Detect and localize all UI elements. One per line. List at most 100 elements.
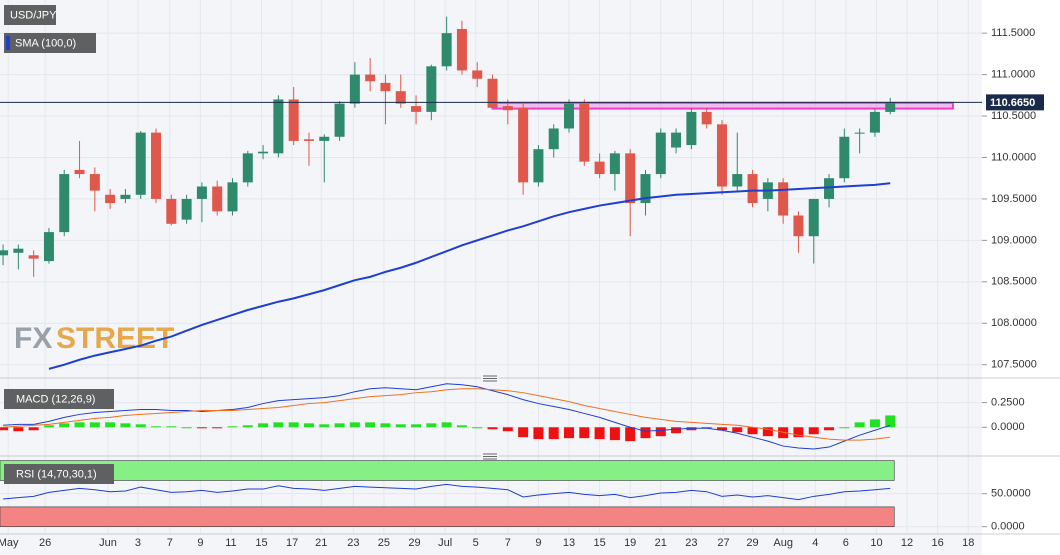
candle-body	[579, 103, 590, 162]
macd-bar	[625, 427, 636, 442]
x-tick-label: 17	[286, 537, 298, 549]
macd-bar	[43, 425, 54, 428]
macd-bar	[548, 427, 559, 440]
candle-body	[227, 182, 238, 212]
legend-box	[4, 33, 96, 53]
y-tick-label: 108.5000	[991, 276, 1037, 288]
sma-line	[48, 182, 891, 370]
macd-bar	[258, 423, 269, 428]
macd-bar	[227, 426, 238, 428]
macd-bar	[411, 424, 422, 428]
candle-body	[747, 174, 758, 204]
candle-body	[854, 132, 865, 134]
candle-body	[671, 132, 682, 148]
macd-bar	[74, 422, 85, 428]
candle-body	[212, 186, 223, 212]
x-tick-label: Jun	[99, 537, 117, 549]
macd-bar	[334, 423, 345, 428]
macd-bar	[732, 427, 743, 433]
macd-bar	[151, 426, 162, 428]
y-tick-label: 110.0000	[991, 151, 1036, 163]
y-tick-label: 109.5000	[991, 193, 1037, 205]
candle-body	[869, 111, 880, 133]
x-tick-label: 9	[197, 537, 203, 549]
candle-body	[105, 194, 116, 204]
candle-body	[303, 139, 314, 141]
macd-bar	[640, 427, 651, 439]
x-tick-label: 15	[593, 537, 605, 549]
macd-bar	[655, 427, 666, 437]
candle-body	[120, 194, 131, 199]
y-tick-label: 107.5000	[991, 359, 1037, 371]
candle-body	[380, 82, 391, 92]
x-tick-label: 29	[408, 537, 420, 549]
legend-box	[4, 389, 114, 409]
legend-label: RSI (14,70,30,1)	[16, 468, 97, 480]
candle-body	[518, 107, 529, 183]
macd-bar	[273, 422, 284, 428]
candle-body	[732, 174, 743, 187]
watermark: STREET	[56, 322, 174, 355]
x-tick-label: Jul	[438, 537, 452, 549]
macd-bar	[824, 427, 835, 431]
legend-swatch	[6, 36, 10, 50]
candle-body	[594, 161, 605, 175]
candle-body	[701, 111, 712, 125]
candle-body	[487, 78, 498, 108]
macd-bar	[0, 427, 9, 431]
candle-body	[0, 250, 9, 256]
macd-bar	[869, 419, 880, 428]
rsi-line	[3, 483, 891, 501]
legend-label: MACD (12,26,9)	[16, 393, 95, 405]
y-tick-label: 111.5000	[991, 27, 1035, 39]
macd-bar	[349, 422, 360, 428]
y-tick-label: 0.0000	[991, 521, 1025, 533]
macd-bar	[166, 426, 177, 428]
macd-bar	[212, 427, 223, 429]
x-tick-label: 29	[746, 537, 758, 549]
candle-body	[151, 132, 162, 199]
x-tick-label: 4	[812, 537, 818, 549]
x-tick-label: 15	[255, 537, 267, 549]
y-tick-label: 110.5000	[991, 110, 1036, 122]
legend-box	[4, 464, 114, 484]
candle-body	[319, 136, 330, 141]
legend-label: SMA (100,0)	[15, 37, 76, 49]
candle-body	[411, 106, 422, 112]
resistance-band	[491, 101, 954, 110]
macd-bar	[303, 423, 314, 428]
x-tick-label: 10	[870, 537, 882, 549]
drag-handle[interactable]	[481, 375, 499, 382]
macd-bar	[456, 425, 467, 428]
candle-body	[686, 111, 697, 146]
candle-body	[472, 70, 483, 79]
drag-handle[interactable]	[481, 453, 499, 460]
macd-bar	[105, 422, 116, 428]
y-tick-label: 0.2500	[991, 396, 1025, 408]
macd-bar	[28, 427, 39, 431]
candle-body	[824, 178, 835, 199]
y-tick-label: 111.0000	[991, 69, 1035, 81]
x-tick-label: 5	[473, 537, 479, 549]
candle-body	[28, 255, 39, 259]
macd-bar	[120, 423, 131, 428]
candle-body	[365, 74, 376, 82]
candle-body	[74, 169, 85, 175]
candle-body	[441, 33, 452, 67]
x-tick-label: Aug	[773, 537, 793, 549]
candle-body	[288, 99, 299, 141]
candle-body	[502, 106, 513, 111]
macd-bar	[472, 427, 483, 429]
x-tick-label: 19	[624, 537, 636, 549]
candle-body	[89, 174, 100, 191]
macd-bar	[395, 424, 406, 428]
grid	[0, 0, 982, 534]
x-tick-label: 21	[315, 537, 327, 549]
macd-bar	[502, 427, 513, 432]
x-tick-label: 23	[347, 537, 359, 549]
macd-bar	[89, 422, 100, 428]
y-tick-label: 0.0000	[991, 421, 1025, 433]
candle-body	[533, 149, 544, 183]
candle-body	[655, 132, 666, 175]
